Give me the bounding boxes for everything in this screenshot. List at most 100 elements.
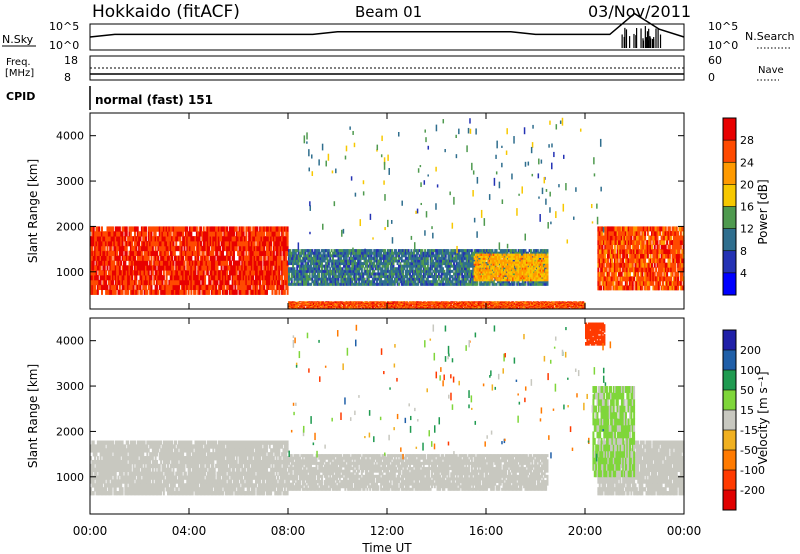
range-cell [310,254,312,258]
range-cell [102,231,105,237]
range-cell [415,277,418,281]
range-cell [481,249,484,253]
range-cell [499,280,502,284]
range-cell [105,279,108,286]
range-cell [316,264,319,268]
range-cell [510,282,513,286]
range-cell [541,259,543,262]
range-cell [337,249,340,253]
range-cell [242,255,245,261]
range-cell [216,270,219,276]
range-cell [180,226,183,232]
range-cell [136,270,139,276]
range-cell [601,235,604,241]
range-cell [286,226,289,232]
range-cell [216,260,219,266]
range-cell [248,260,251,266]
range-cell [191,284,194,291]
range-cell [431,254,433,258]
range-cell [464,267,466,271]
range-cell [604,235,607,241]
range-cell [162,231,165,237]
range-cell [497,253,499,256]
range-cell [468,264,471,268]
range-cell [121,289,124,295]
range-cell [172,270,175,276]
range-cell [468,272,471,276]
range-cell [528,257,531,260]
range-cell [95,245,98,252]
range-cell [234,260,237,266]
range-cell [462,259,465,263]
range-cell [545,278,548,282]
range-cell [92,284,95,291]
range-cell [499,267,502,271]
range-cell [530,269,532,272]
range-cell [91,289,94,295]
range-cell [278,245,281,252]
range-cell [114,289,117,295]
range-cell [162,275,165,281]
range-cell [260,255,263,261]
range-cell [259,236,262,242]
range-cell [278,226,281,232]
range-cell [446,251,449,255]
range-cell [226,226,229,232]
range-cell [327,262,330,266]
range-cell [472,272,475,276]
range-cell [392,275,395,279]
range-cell [180,289,183,295]
range-cell [162,245,165,252]
range-cell [91,226,94,232]
range-cell [278,270,281,276]
range-cell [490,249,493,253]
range-cell [241,284,244,291]
range-cell [198,265,201,271]
range-cell [352,254,355,258]
range-cell [175,255,178,261]
range-cell [439,280,442,284]
range-cell [600,253,603,259]
range-cell [267,231,270,237]
range-cell [354,272,356,276]
range-cell [191,241,194,247]
range-cell [483,255,486,258]
range-cell [312,256,315,260]
range-cell [149,260,152,266]
range-cell [224,226,227,232]
range-cell [602,249,605,255]
range-cell [479,278,482,282]
range-cell [212,289,215,295]
range-cell [512,275,515,278]
range-cell [249,245,252,252]
range-cell [480,249,483,253]
range-cell [233,265,235,271]
range-cell [411,264,414,268]
range-cell [440,262,443,266]
range-cell [469,272,472,276]
range-cell [234,275,237,281]
range-cell [307,262,310,266]
range-cell [157,265,160,271]
range-cell [190,226,193,232]
range-cell [519,253,521,256]
range-cell [164,236,167,242]
range-cell [513,282,516,286]
range-cell [246,275,249,281]
range-cell [208,289,211,295]
range-cell [322,259,325,263]
range-cell [527,275,530,279]
range-cell [134,289,136,295]
range-cell [431,272,433,276]
range-cell [246,279,249,286]
range-cell [124,279,127,286]
range-cell [428,267,431,271]
range-cell [512,259,515,263]
range-cell [539,267,542,270]
range-cell [186,231,189,237]
range-cell [382,251,385,255]
range-cell [421,269,424,273]
range-cell [454,256,457,260]
range-cell [528,253,531,256]
range-cell [326,267,329,271]
